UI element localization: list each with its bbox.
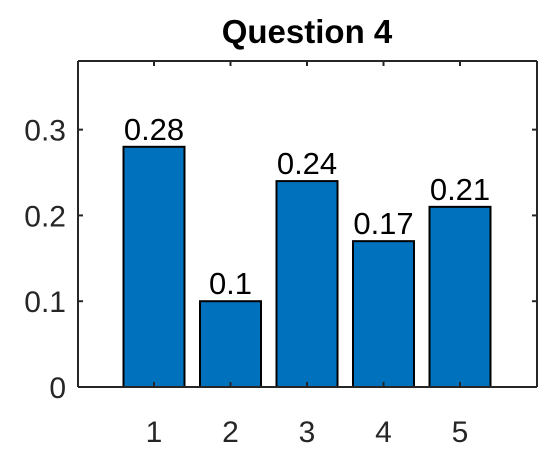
bar-5 xyxy=(428,205,492,388)
axes-group xyxy=(77,60,538,388)
data-label-2: 0.1 xyxy=(209,266,252,301)
data-label-1: 0.28 xyxy=(124,112,184,147)
labels-group: 0.28 0.1 0.24 0.17 0.21 0 0.1 0.2 0.3 1 2 3 4 5 xyxy=(24,112,490,449)
bars-group xyxy=(122,145,492,389)
bar-3 xyxy=(275,180,339,388)
x-tick-label: 1 xyxy=(146,416,163,449)
y-tick-label: 0.2 xyxy=(24,200,66,233)
y-tick-label: 0 xyxy=(49,372,66,405)
x-tick-label: 2 xyxy=(222,416,239,449)
bar-2 xyxy=(199,300,262,389)
bar-4 xyxy=(352,240,415,388)
data-label-3: 0.24 xyxy=(277,146,337,181)
chart-title: Question 4 xyxy=(222,13,393,50)
x-tick-label: 4 xyxy=(375,416,392,449)
bar-1 xyxy=(122,145,186,388)
data-label-5: 0.21 xyxy=(430,172,490,207)
data-label-4: 0.17 xyxy=(353,206,413,241)
x-tick-label: 5 xyxy=(452,416,469,449)
x-tick-label: 3 xyxy=(299,416,316,449)
y-tick-label: 0.1 xyxy=(24,286,66,319)
y-tick-label: 0.3 xyxy=(24,115,66,148)
